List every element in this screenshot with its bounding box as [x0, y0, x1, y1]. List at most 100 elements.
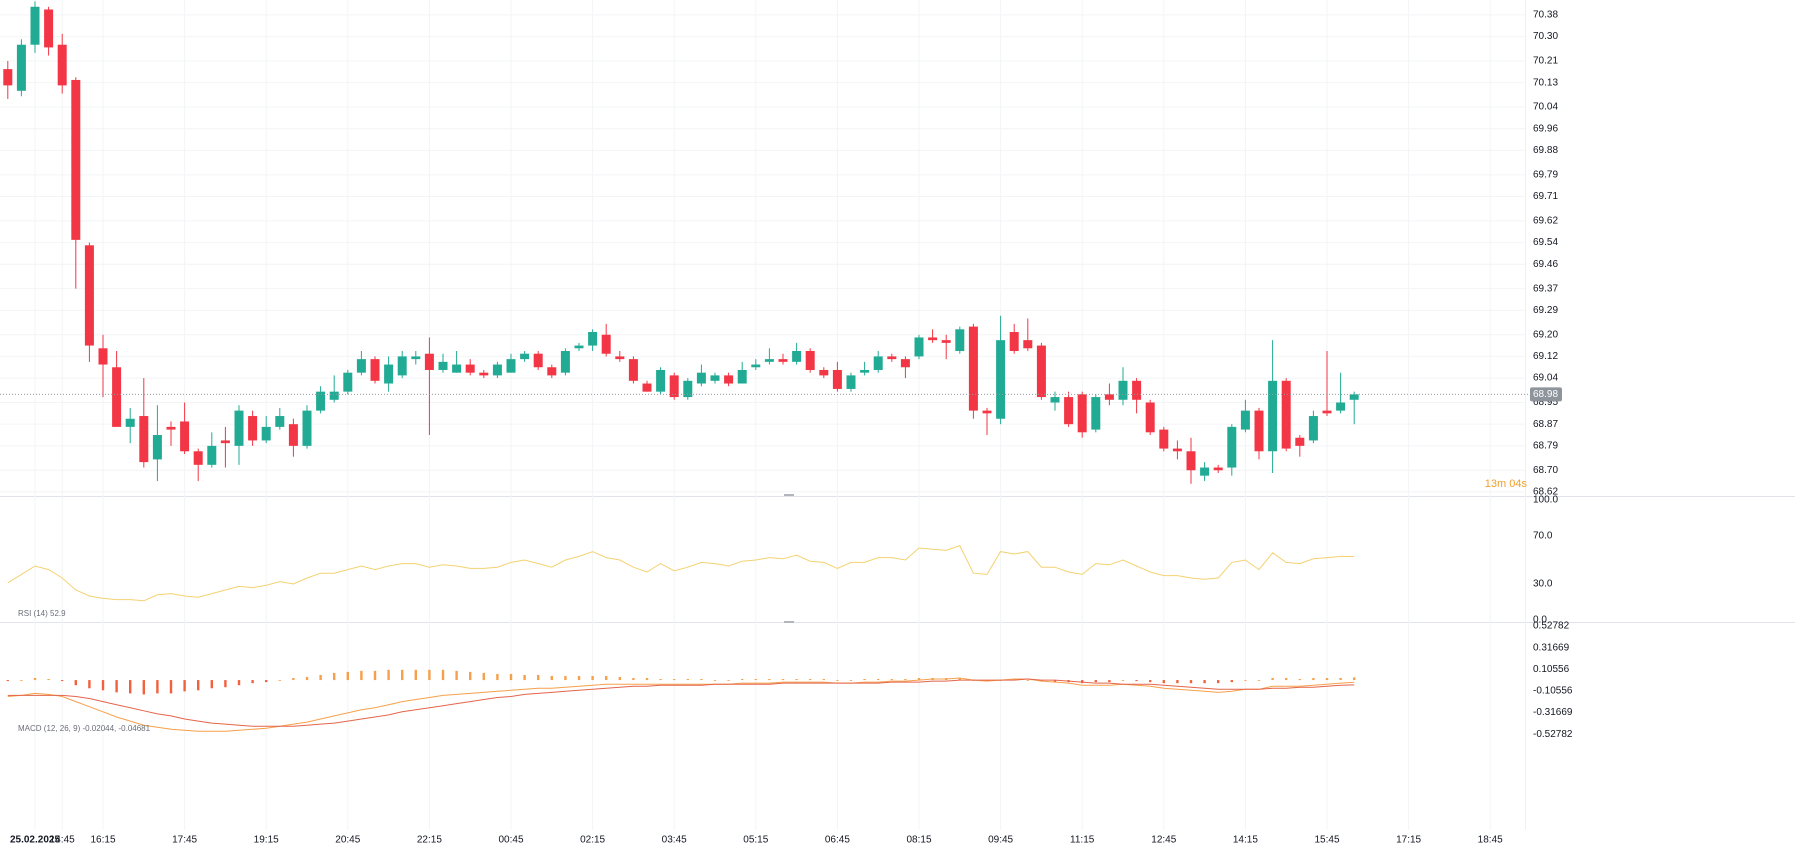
candle-body [832, 369, 842, 389]
histogram-bar [115, 680, 118, 693]
x-tick-label: 08:15 [906, 835, 931, 846]
histogram-bar [6, 680, 9, 682]
histogram-bar [1121, 680, 1125, 681]
histogram-bar [1176, 680, 1179, 684]
candle-body [1104, 394, 1114, 400]
histogram-bar [564, 675, 567, 681]
y-tick-label: 68.70 [1533, 465, 1558, 476]
candle-body [370, 359, 380, 381]
candle-body [792, 350, 802, 362]
x-tick-label: 12:45 [1151, 835, 1176, 846]
histogram-bar [1189, 680, 1193, 684]
pane-handle[interactable] [784, 494, 794, 496]
candle-body [601, 334, 611, 354]
candle-body [982, 410, 992, 414]
y-tick-label: 0.10556 [1533, 664, 1570, 675]
histogram-bar [890, 679, 893, 681]
histogram-bar [441, 669, 445, 681]
candle-body [343, 372, 353, 392]
candle-body [1281, 380, 1291, 449]
candle-body [642, 383, 652, 392]
y-tick-label: -0.52782 [1533, 729, 1573, 740]
candle-body [1159, 429, 1169, 449]
y-tick-label: 69.54 [1533, 237, 1558, 248]
histogram-bar [33, 678, 37, 681]
candle-body [1050, 397, 1060, 403]
candle-body [574, 345, 584, 349]
candle-body [1268, 380, 1278, 452]
candle-body [424, 353, 434, 370]
x-tick-label: 17:45 [172, 835, 197, 846]
candle-body [724, 375, 734, 384]
candle-body [533, 353, 543, 368]
y-tick-label: 68.79 [1533, 440, 1558, 451]
candle-body [628, 359, 638, 381]
pane-handle[interactable] [784, 621, 794, 623]
histogram-bar [1217, 680, 1220, 684]
candle-body [873, 356, 883, 370]
histogram-bar [251, 680, 254, 684]
x-tick-label: 16:15 [90, 835, 115, 846]
histogram-bar [618, 676, 621, 681]
y-tick-label: 69.79 [1533, 169, 1558, 180]
candle-body [1186, 451, 1196, 471]
candle-body [1295, 437, 1305, 446]
histogram-bar [713, 680, 717, 681]
histogram-bar [591, 675, 594, 681]
x-tick-label: 19:15 [254, 835, 279, 846]
candle-body [1336, 402, 1346, 411]
candle-body [261, 426, 271, 441]
candle-body [397, 356, 407, 376]
y-tick-label: 70.38 [1533, 10, 1558, 21]
candle-body [968, 326, 978, 411]
candle-body [492, 364, 502, 376]
candle-body [152, 435, 162, 460]
y-tick-label: 69.62 [1533, 216, 1558, 227]
candle-body [683, 380, 693, 398]
histogram-bar [305, 676, 309, 681]
histogram-bar [1271, 678, 1274, 681]
histogram-bar [142, 680, 145, 695]
histogram-bar [265, 680, 268, 683]
histogram-bar [1135, 680, 1138, 682]
candle-body [764, 359, 774, 362]
candle-body [207, 445, 217, 465]
histogram-bar [20, 680, 23, 681]
x-tick-label: 15:45 [1314, 835, 1339, 846]
y-tick-label: 69.37 [1533, 283, 1558, 294]
candle-body [1009, 332, 1019, 351]
candle-body [778, 359, 788, 362]
histogram-bar [414, 669, 417, 681]
y-tick-label: -0.10556 [1533, 686, 1573, 697]
y-tick-label: -0.31669 [1533, 707, 1573, 718]
histogram-bar [1339, 678, 1342, 681]
y-tick-label: 69.12 [1533, 351, 1558, 362]
histogram-bar [700, 679, 703, 681]
histogram-bar [1149, 680, 1152, 683]
histogram-bar [319, 674, 322, 681]
histogram-bar [754, 679, 757, 681]
candle-body [819, 369, 829, 376]
candle-body [696, 372, 706, 384]
candle-body [139, 416, 149, 463]
candle-body [220, 440, 230, 444]
candle-body [1254, 410, 1264, 452]
candle-body [1172, 448, 1182, 452]
legend-label: RSI (14) 52.9 [18, 609, 66, 618]
candle-body [588, 332, 598, 346]
histogram-bar [523, 674, 526, 681]
histogram-bar [101, 680, 105, 691]
x-tick-label: 09:45 [988, 835, 1013, 846]
histogram-bar [863, 679, 866, 681]
histogram-bar [1257, 680, 1261, 681]
candle-body [900, 359, 910, 368]
histogram-bar [509, 673, 513, 681]
histogram-bar [686, 679, 689, 681]
histogram-bar [1325, 678, 1329, 681]
candle-body [1213, 467, 1223, 471]
histogram-bar [333, 672, 336, 681]
histogram-bar [1094, 680, 1097, 683]
histogram-bar [237, 680, 241, 686]
